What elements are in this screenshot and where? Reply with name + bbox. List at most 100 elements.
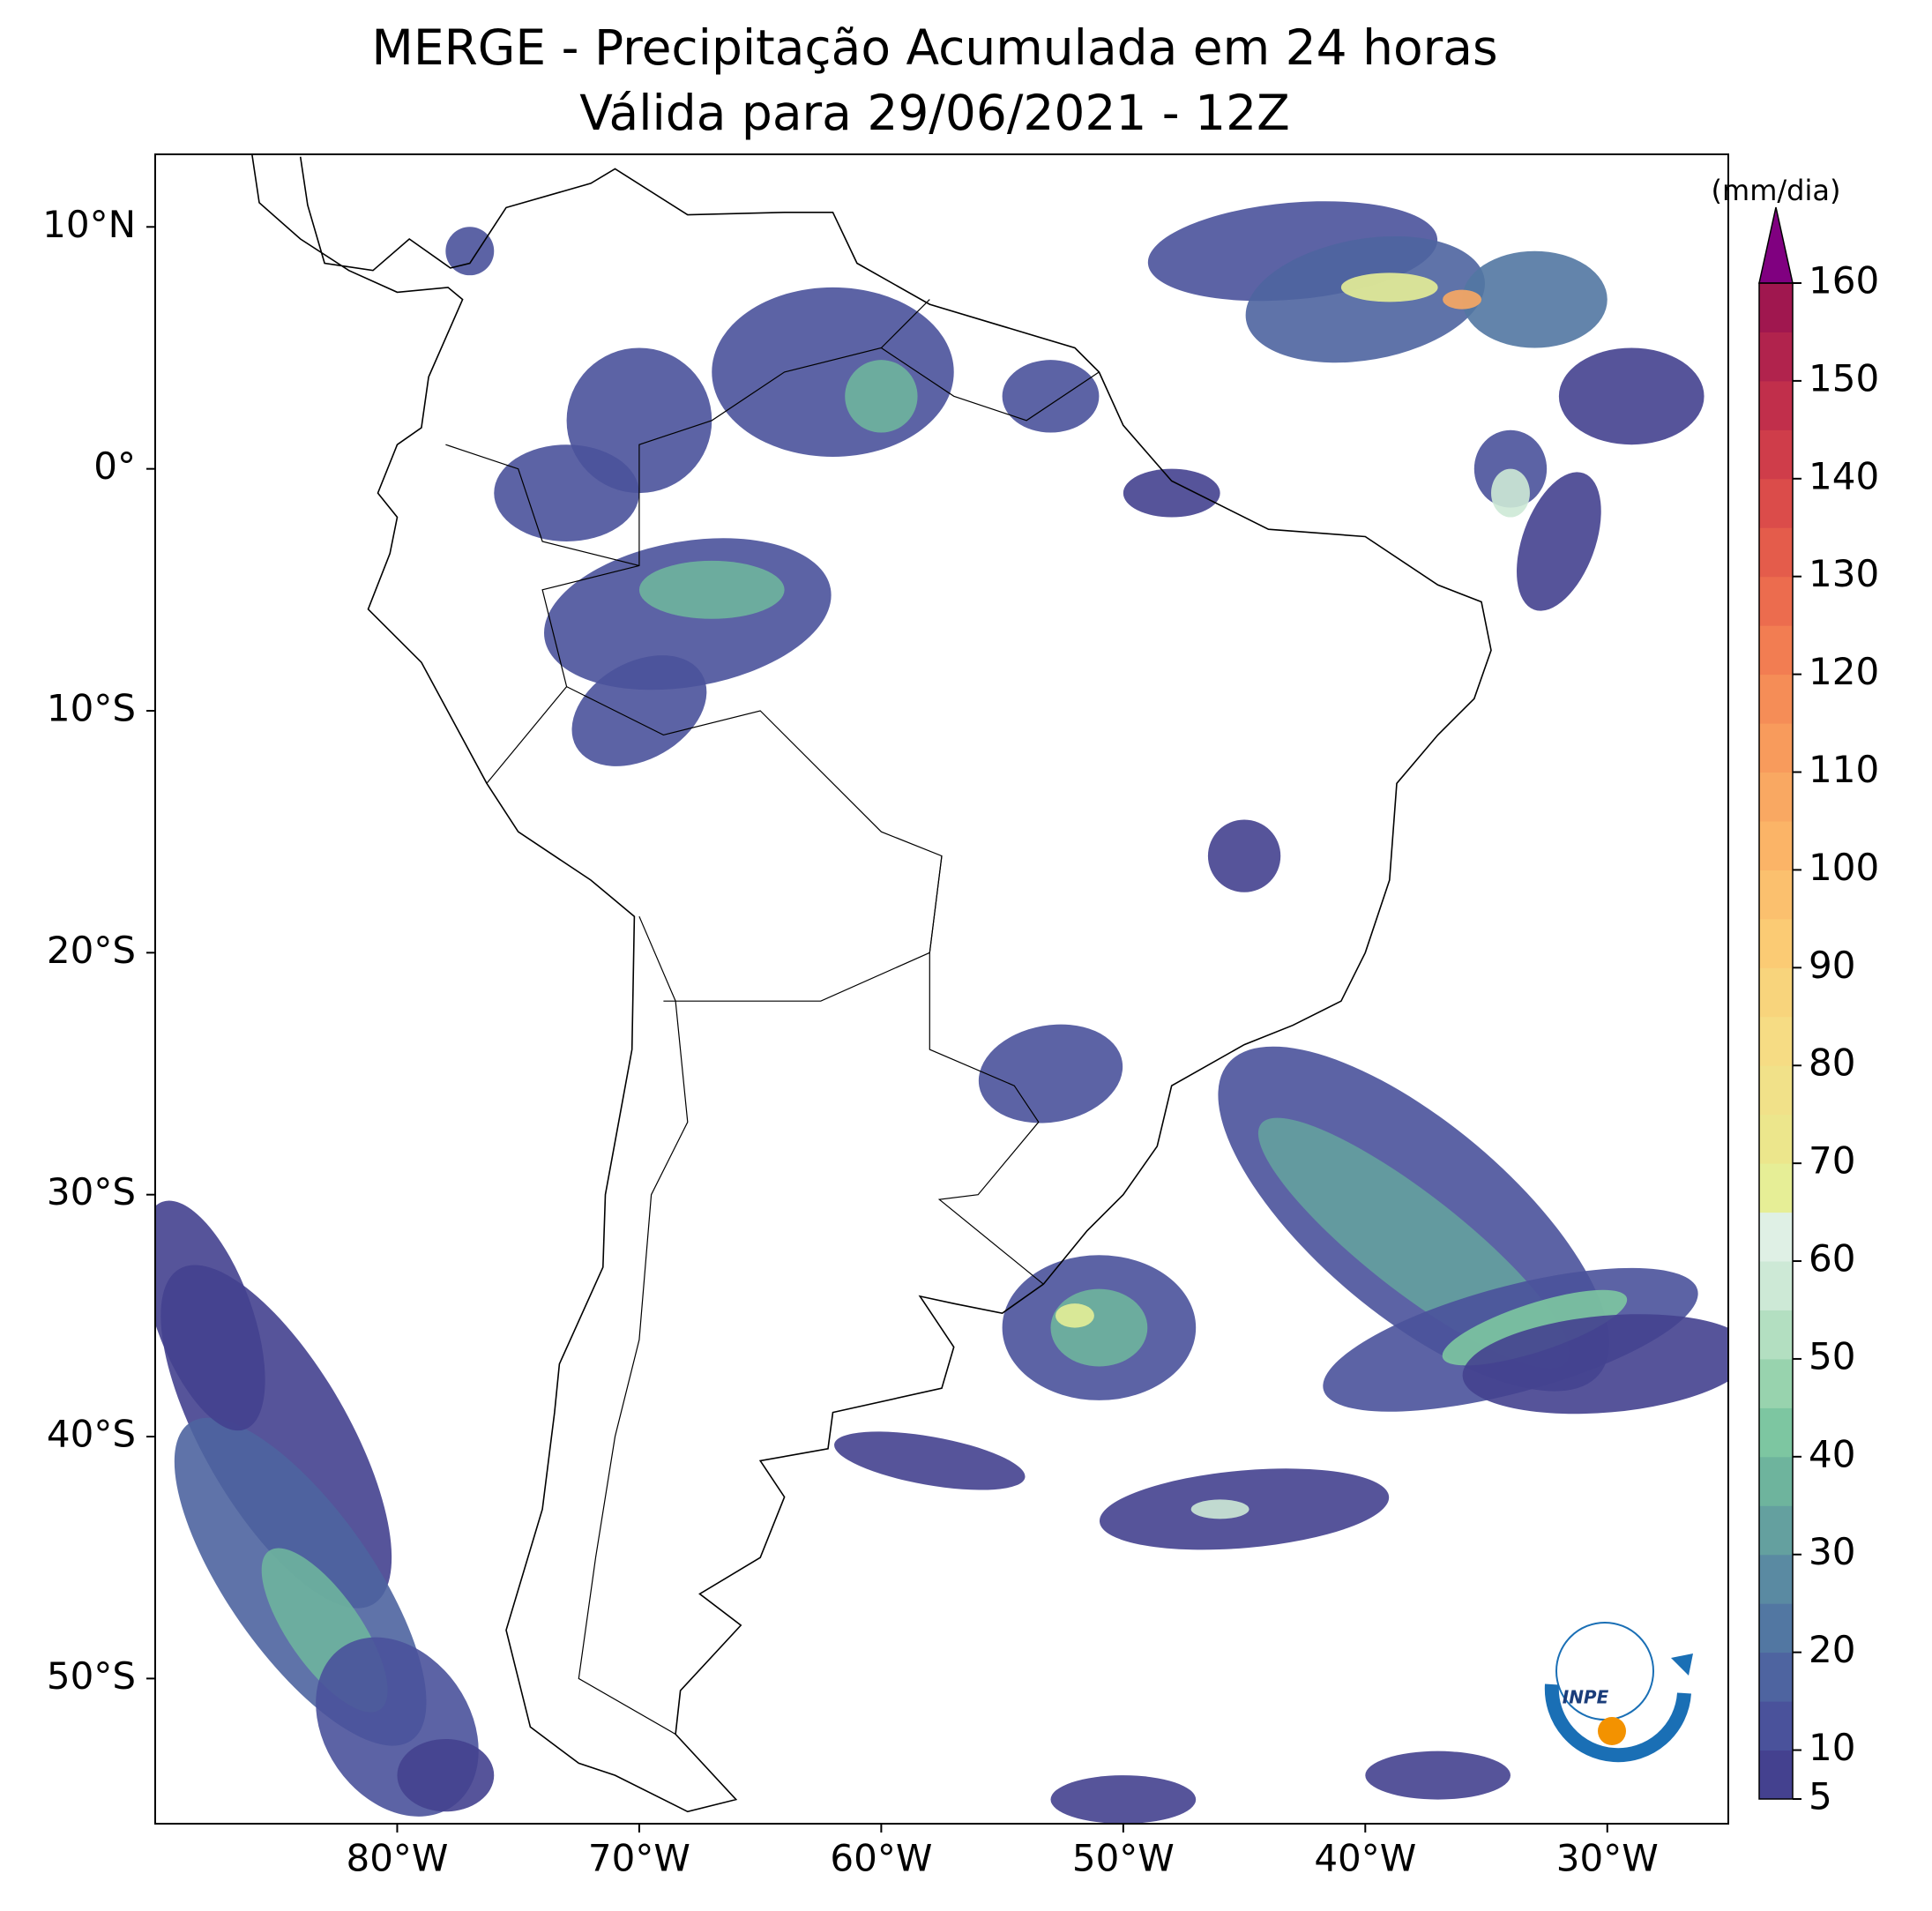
precip-area xyxy=(638,560,785,619)
y-tick-label: 50°S xyxy=(47,1654,136,1698)
colorbar-band xyxy=(1759,1065,1793,1116)
precip-area xyxy=(571,655,707,766)
colorbar-band xyxy=(1759,429,1793,480)
colorbar-band xyxy=(1759,527,1793,578)
colorbar-band xyxy=(1759,967,1793,1018)
precip-area xyxy=(1190,1499,1249,1519)
colorbar-band xyxy=(1759,772,1793,822)
precip-area xyxy=(1365,1751,1511,1800)
x-tick-label: 40°W xyxy=(1314,1837,1416,1880)
logo: INPE xyxy=(1544,1622,1693,1763)
colorbar-tick-label: 140 xyxy=(1809,454,1879,497)
colorbar-band xyxy=(1759,674,1793,724)
colorbar-band xyxy=(1759,870,1793,920)
colorbar-tick-label: 20 xyxy=(1809,1628,1855,1671)
colorbar-tick-label: 30 xyxy=(1809,1530,1855,1573)
precip-area xyxy=(1055,1303,1094,1328)
y-tick-label: 20°S xyxy=(47,929,136,972)
colorbar-band xyxy=(1759,576,1793,626)
precip-area xyxy=(445,227,495,276)
x-tick-label: 50°W xyxy=(1072,1837,1175,1880)
precip-area xyxy=(566,347,712,494)
colorbar-band xyxy=(1759,283,1793,332)
colorbar-tick-label: 70 xyxy=(1809,1139,1855,1183)
colorbar-band xyxy=(1759,1310,1793,1360)
precip-area xyxy=(1207,819,1281,892)
border xyxy=(445,444,640,566)
colorbar-band xyxy=(1759,1456,1793,1506)
precip-area xyxy=(978,1024,1123,1123)
colorbar-band xyxy=(1759,1212,1793,1262)
map-frame xyxy=(154,153,1729,1825)
y-tick-label: 10°N xyxy=(42,203,136,246)
colorbar-band xyxy=(1759,1163,1793,1213)
border xyxy=(929,855,1044,1285)
border xyxy=(578,915,689,1736)
precip-area xyxy=(1491,468,1530,518)
colorbar-tick-label: 40 xyxy=(1809,1432,1855,1475)
colorbar-band xyxy=(1759,820,1793,870)
precip-area xyxy=(1462,250,1608,348)
border xyxy=(486,686,568,784)
logo-arc xyxy=(1544,1683,1691,1763)
precip-area xyxy=(155,1200,265,1431)
colorbar-tick-label: 150 xyxy=(1809,356,1879,399)
colorbar-tick-label: 60 xyxy=(1809,1237,1855,1280)
colorbar-tick-label: 90 xyxy=(1809,944,1855,987)
colorbar-band xyxy=(1759,1016,1793,1066)
precip-area xyxy=(1002,360,1100,433)
colorbar-tick-label: 5 xyxy=(1809,1775,1832,1818)
precip-area xyxy=(834,1431,1026,1490)
coastline xyxy=(251,154,1492,1813)
colorbar-band xyxy=(1759,1701,1793,1751)
colorbar-band xyxy=(1759,1261,1793,1310)
colorbar-band xyxy=(1759,1554,1793,1604)
colorbar-frame xyxy=(1758,282,1794,1800)
map-area xyxy=(155,154,1728,1824)
precip-area xyxy=(397,1738,495,1812)
precip-area xyxy=(1050,1288,1148,1367)
colorbar-tick-label: 130 xyxy=(1809,552,1879,595)
colorbar-band xyxy=(1759,380,1793,430)
colorbar-band xyxy=(1759,1358,1793,1408)
y-tick-label: 40°S xyxy=(47,1413,136,1456)
precip-area xyxy=(1517,472,1601,611)
colorbar-band xyxy=(1759,1114,1793,1164)
colorbar-band xyxy=(1759,1407,1793,1458)
x-tick-label: 60°W xyxy=(830,1837,932,1880)
colorbar-band xyxy=(1759,723,1793,773)
colorbar-tick-label: 160 xyxy=(1809,259,1879,302)
chart-subtitle: Válida para 29/06/2021 - 12Z xyxy=(579,85,1290,141)
colorbar-tick-label: 80 xyxy=(1809,1041,1855,1085)
logo-arrow xyxy=(1671,1653,1693,1676)
x-tick-label: 70°W xyxy=(588,1837,690,1880)
precip-area xyxy=(845,360,918,433)
precip-area xyxy=(1558,347,1704,445)
colorbar-band xyxy=(1759,625,1793,676)
colorbar-band xyxy=(1759,478,1793,528)
colorbar-tick-label: 110 xyxy=(1809,748,1879,791)
border xyxy=(881,347,1100,422)
precip-area xyxy=(1462,1314,1728,1415)
chart-title: MERGE - Precipitação Acumulada em 24 hor… xyxy=(371,19,1497,76)
y-tick-label: 10°S xyxy=(47,687,136,730)
x-tick-label: 80°W xyxy=(346,1837,448,1880)
colorbar-band xyxy=(1759,1750,1793,1800)
colorbar-tick-label: 50 xyxy=(1809,1334,1855,1377)
y-tick-label: 0° xyxy=(93,444,136,488)
logo-sun xyxy=(1598,1717,1626,1745)
colorbar-tick-label: 100 xyxy=(1809,846,1879,889)
colorbar-tick-label: 120 xyxy=(1809,650,1879,693)
precip-area xyxy=(1340,272,1438,302)
colorbar-band xyxy=(1759,1603,1793,1653)
precip-area xyxy=(1123,468,1220,518)
colorbar-extend xyxy=(1758,206,1794,284)
colorbar-label: (mm/dia) xyxy=(1712,174,1841,207)
colorbar-band xyxy=(1759,332,1793,382)
precip-area xyxy=(1443,289,1482,310)
colorbar-band xyxy=(1759,1505,1793,1556)
colorbar-tick-label: 10 xyxy=(1809,1726,1855,1769)
colorbar-band xyxy=(1759,918,1793,968)
y-tick-label: 30°S xyxy=(47,1170,136,1213)
